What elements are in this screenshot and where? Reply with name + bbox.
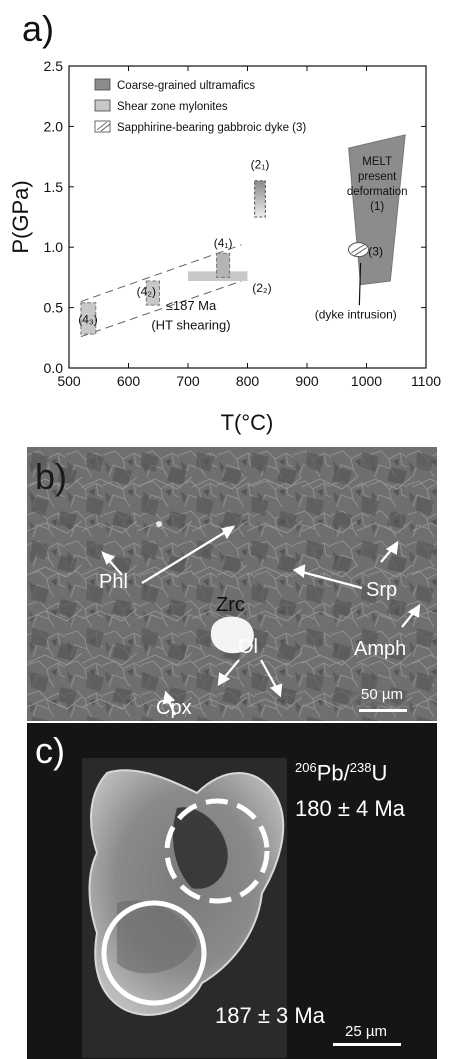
- y-tick-label: 0.0: [44, 360, 64, 376]
- x-axis-label: T(°C): [221, 410, 274, 435]
- sem-image-b: b) Phl Zrc Srp Ol Amph Cpx 50 µm: [27, 447, 437, 721]
- scale-label-b: 50 µm: [361, 686, 403, 703]
- age-dashed-spot: 180 ± 4 Ma: [295, 796, 405, 821]
- trend-line-lower: [80, 280, 242, 338]
- label-phl: Phl: [99, 571, 128, 593]
- sem-texture-b: [27, 447, 437, 721]
- melt-label: deformation: [347, 186, 408, 198]
- label-2-1: (2₁): [251, 158, 270, 172]
- x-tick-label: 1100: [411, 373, 441, 389]
- scale-label-c: 25 µm: [345, 1023, 387, 1040]
- y-axis-label: P(GPa): [8, 180, 33, 253]
- dyke-leader: [358, 262, 362, 306]
- ratio-mid: Pb/: [316, 760, 350, 786]
- y-tick-label: 1.0: [44, 239, 64, 255]
- legend-label: Coarse-grained ultramafics: [117, 80, 255, 92]
- label-ol: Ol: [238, 636, 258, 658]
- age-solid-spot: 187 ± 3 Ma: [215, 1003, 325, 1028]
- field-2_1: [254, 180, 266, 218]
- annotation-arrows: [101, 525, 421, 716]
- ratio-sup-1: 206: [295, 760, 317, 775]
- y-tick-label: 0.5: [44, 300, 64, 316]
- legend-swatch: [94, 120, 111, 133]
- zircon-grain: [210, 616, 254, 654]
- label-3: (3): [368, 245, 383, 259]
- melt-label: MELT: [362, 156, 392, 168]
- isotope-ratio-label: 206Pb/238U: [295, 757, 387, 784]
- melt-label: present: [358, 171, 397, 183]
- label-amph: Amph: [354, 638, 407, 660]
- dyke-hatch: [351, 244, 365, 254]
- panel-c-letter: c): [35, 730, 65, 771]
- x-tick-label: 900: [295, 373, 319, 389]
- annotation-age: ≤187 Ma: [166, 298, 217, 313]
- panel-b-letter: b): [35, 456, 68, 497]
- panel-a-letter: a): [22, 8, 55, 49]
- label-cpx: Cpx: [156, 697, 192, 719]
- label-4-2: (4₂): [137, 285, 156, 299]
- annotation-dyke-intrusion: (dyke intrusion): [315, 307, 397, 321]
- ratio-post: U: [371, 760, 388, 786]
- label-2-2: (2₂): [252, 281, 271, 295]
- legend-label: Shear zone mylonites: [117, 101, 228, 113]
- field-4_2: [145, 280, 160, 306]
- pt-chart: 500 600 700 800 900 1000 1100 0.0 0.5 1.0 1.5 2.0 2.…: [8, 58, 441, 435]
- dyke-symbol: [348, 242, 369, 258]
- y-tick-label: 2.0: [44, 118, 64, 134]
- melt-label: (1): [370, 201, 384, 213]
- dyke-hatch: [354, 247, 367, 257]
- legend-swatch: [94, 99, 111, 112]
- sem-image-c: c) 206Pb/238U 180 ± 4 Ma 187 ± 3 Ma 25 µ…: [27, 723, 437, 1059]
- field-4_3: [80, 302, 97, 335]
- x-tick-label: 1000: [351, 373, 382, 389]
- analysis-spot-solid: [101, 900, 207, 1006]
- legend-swatch: [94, 78, 111, 91]
- analysis-spot-dashed: [164, 798, 270, 904]
- label-4-1: (4₁): [214, 236, 233, 250]
- scale-bar-c: [333, 1043, 401, 1046]
- label-zrc: Zrc: [216, 594, 245, 616]
- label-srp: Srp: [366, 579, 398, 601]
- x-tick-label: 500: [57, 373, 81, 389]
- trend-line-upper: [80, 244, 242, 303]
- ratio-sup-2: 238: [349, 760, 372, 775]
- y-tick-label: 1.5: [44, 179, 64, 195]
- legend-hatch: [100, 123, 111, 132]
- field-4_1: [216, 252, 231, 278]
- x-tick-label: 700: [176, 373, 200, 389]
- x-tick-label: 600: [117, 373, 141, 389]
- x-tick-label: 800: [236, 373, 260, 389]
- y-tick-label: 2.5: [44, 58, 64, 74]
- annotation-ht-shearing: (HT shearing): [151, 317, 230, 332]
- scale-bar-b: [359, 709, 407, 712]
- legend-label: Sapphirine-bearing gabbroic dyke (3): [117, 122, 306, 134]
- zircon-cl-image: [82, 758, 401, 1058]
- label-4-3: (4₃): [78, 312, 98, 326]
- legend-hatch: [96, 121, 108, 131]
